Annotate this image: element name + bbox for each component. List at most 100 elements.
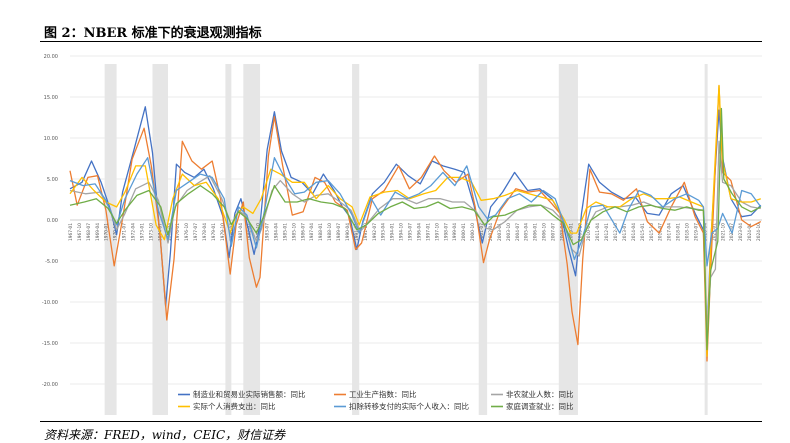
legend-label: 家庭调查就业：同比 — [506, 401, 574, 411]
top-rule — [40, 41, 762, 42]
x-tick-label: 2015-01 — [640, 223, 646, 241]
x-tick-label: 1994-01 — [390, 223, 396, 241]
bottom-rule — [40, 421, 762, 422]
x-tick-label: 2017-04 — [667, 223, 673, 241]
x-tick-label: 1997-10 — [434, 223, 440, 241]
legend-label: 实际个人消费支出：同比 — [193, 401, 276, 411]
x-tick-label: 1997-01 — [425, 223, 431, 241]
x-tick-label: 1977-07 — [193, 223, 199, 241]
x-tick-label: 1986-07 — [300, 223, 306, 241]
series-line — [69, 106, 762, 341]
gridlines — [70, 55, 762, 385]
x-tick-label: 2011-04 — [595, 223, 601, 241]
x-tick-label: 1973-01 — [139, 223, 145, 241]
x-tick-label: 1990-04 — [345, 223, 351, 241]
x-tick-label: 1988-10 — [327, 223, 333, 241]
recession-band — [243, 64, 261, 415]
recession-band — [225, 64, 232, 415]
x-tick-label: 1992-07 — [372, 223, 378, 241]
y-tick-label: -15.00 — [42, 341, 58, 347]
x-tick-label: 2006-10 — [542, 223, 548, 241]
y-tick-label: 5.00 — [47, 177, 58, 183]
series-line — [69, 84, 762, 362]
x-tick-label: 1985-01 — [282, 223, 288, 241]
x-tick-label: 1969-04 — [95, 223, 101, 241]
x-tick-label: 1967-01 — [68, 223, 74, 241]
x-tick-label: 2019-07 — [693, 223, 699, 241]
x-tick-label: 1995-07 — [408, 223, 414, 241]
recession-band — [352, 64, 360, 415]
x-tick-label: 1968-07 — [86, 223, 92, 241]
x-tick-label: 2009-01 — [568, 223, 574, 241]
recession-band — [704, 64, 708, 415]
x-tick-label: 1983-07 — [265, 223, 271, 241]
x-tick-label: 2024-10 — [756, 223, 762, 241]
x-tick-label: 2016-07 — [658, 223, 664, 241]
x-tick-label: 1978-04 — [202, 223, 208, 241]
x-tick-label: 2014-04 — [631, 223, 637, 241]
x-tick-label: 1972-04 — [131, 223, 137, 241]
y-tick-label: 20.00 — [44, 54, 58, 60]
y-tick-label: 0.00 — [47, 218, 58, 224]
x-tick-label: 2003-01 — [497, 223, 503, 241]
y-tick-label: 10.00 — [44, 136, 58, 142]
legend: 制造业和贸易业实际销售额：同比 工业生产指数：同比 非农就业人数：同比实际个人消费支… — [178, 389, 574, 411]
x-tick-label: 1981-04 — [238, 223, 244, 241]
x-tick-label: 2018-01 — [676, 223, 682, 241]
legend-label: 非农就业人数：同比 — [506, 389, 574, 399]
x-tick-label: 2012-01 — [604, 223, 610, 241]
x-tick-label: 2002-04 — [488, 223, 494, 241]
series-line — [69, 107, 762, 351]
series-line — [69, 140, 761, 333]
x-tick-label: 2007-07 — [550, 223, 556, 241]
x-tick-label: 2005-04 — [524, 223, 530, 241]
x-tick-label: 1993-04 — [381, 223, 387, 241]
x-tick-label: 1989-07 — [336, 223, 342, 241]
x-tick-label: 1979-01 — [211, 223, 217, 241]
x-tick-label: 1976-01 — [175, 223, 181, 241]
x-tick-label: 2000-01 — [461, 223, 467, 241]
x-tick-label: 2012-10 — [613, 223, 619, 241]
source-note: 资料来源：FRED，wind，CEIC，财信证券 — [44, 428, 286, 442]
x-tick-labels: 1967-01 1967-10 1968-07 1969-04 1970-01 1970-… — [68, 223, 762, 241]
y-tick-label: -20.00 — [42, 382, 58, 388]
x-tick-label: 1985-10 — [291, 223, 297, 241]
figure-title: 图 2：NBER 标准下的衰退观测指标 — [44, 26, 262, 41]
x-tick-label: 1979-10 — [220, 223, 226, 241]
x-tick-label: 1998-07 — [443, 223, 449, 241]
y-tick-labels: 20.00 15.00 10.00 5.00 0.00 -5.00 -10.00 -15.00… — [42, 54, 58, 388]
x-tick-label: 1991-01 — [354, 223, 360, 241]
x-tick-label: 2024-01 — [747, 223, 753, 241]
x-tick-label: 1970-01 — [104, 223, 110, 241]
series-line — [69, 84, 762, 357]
x-tick-label: 1967-10 — [77, 223, 83, 241]
x-tick-label: 2000-10 — [470, 223, 476, 241]
y-tick-label: -10.00 — [42, 300, 58, 306]
x-tick-label: 2004-07 — [515, 223, 521, 241]
x-tick-label: 1991-10 — [363, 223, 369, 241]
series-lines — [69, 84, 762, 362]
x-tick-label: 2021-10 — [720, 223, 726, 241]
legend-label: 扣除转移支付的实际个人收入：同比 — [349, 401, 469, 411]
x-tick-label: 2006-01 — [533, 223, 539, 241]
y-tick-label: 15.00 — [44, 95, 58, 101]
x-tick-label: 1984-04 — [274, 223, 280, 241]
x-tick-label: 1982-01 — [247, 223, 253, 241]
x-tick-label: 2003-10 — [506, 223, 512, 241]
x-tick-label: 1987-04 — [309, 223, 315, 241]
x-tick-label: 2023-04 — [738, 223, 744, 241]
x-tick-label: 2010-07 — [586, 223, 592, 241]
x-tick-label: 2001-07 — [479, 223, 485, 241]
series-line — [69, 157, 762, 267]
legend-label: 工业生产指数：同比 — [349, 389, 417, 399]
y-tick-label: -5.00 — [45, 259, 58, 265]
x-tick-label: 1971-07 — [122, 223, 128, 241]
x-tick-label: 2018-10 — [685, 223, 691, 241]
x-tick-label: 1973-10 — [148, 223, 154, 241]
x-tick-label: 1994-10 — [399, 223, 405, 241]
x-tick-label: 1988-01 — [318, 223, 324, 241]
x-tick-label: 1976-10 — [184, 223, 190, 241]
x-tick-label: 2013-07 — [622, 223, 628, 241]
x-tick-label: 1999-04 — [452, 223, 458, 241]
